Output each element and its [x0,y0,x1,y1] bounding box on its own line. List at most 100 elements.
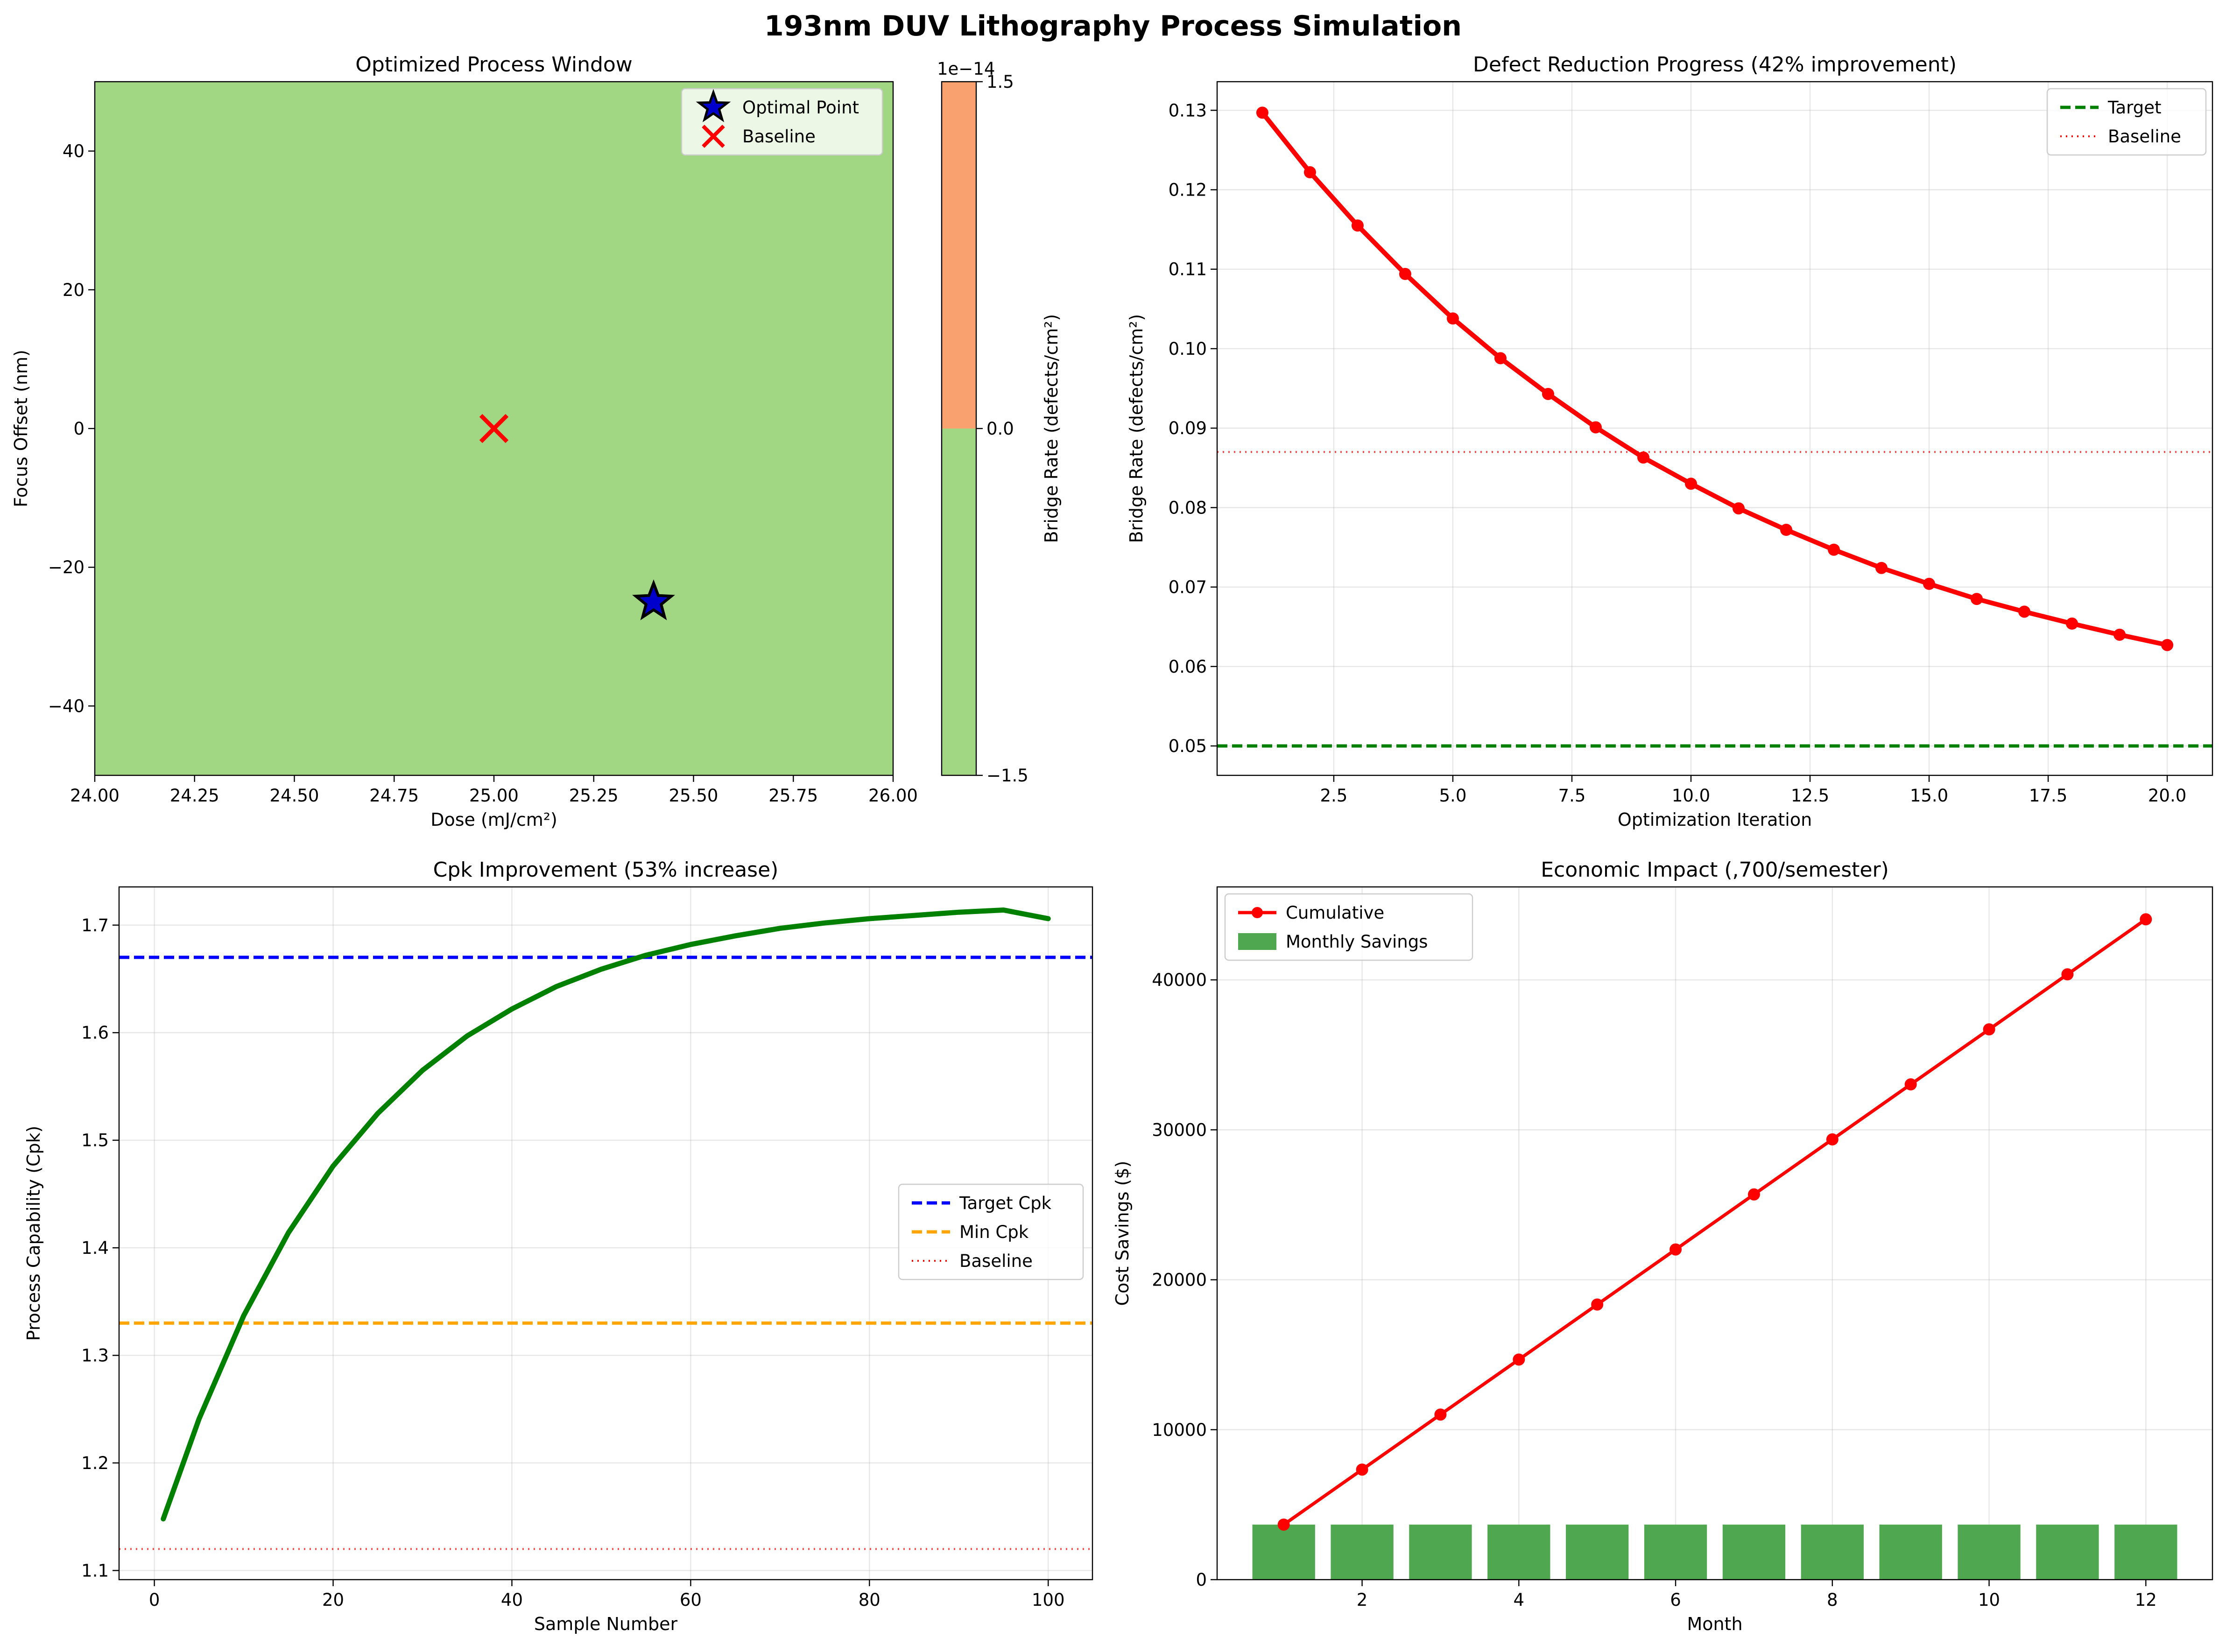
panel-defect-reduction: Defect Reduction Progress (42% improveme… [1126,53,2213,830]
monthly-savings-bar [1331,1525,1394,1580]
bridge-rate-point [1542,387,1554,400]
x-axis-label: Month [1687,1614,1742,1634]
x-tick-label: 12 [2135,1590,2157,1610]
y-tick-label: 1.5 [81,1131,109,1151]
legend-marker-icon [1252,907,1263,918]
x-tick-label: 100 [1032,1590,1065,1610]
colorbar-offset-text: 1e−14 [937,59,995,79]
x-tick-label: 4 [1514,1590,1525,1610]
optimal-point-marker [632,579,675,620]
y-tick-label: 0.06 [1169,657,1207,677]
monthly-savings-bar [2114,1525,2177,1580]
x-tick-label: 17.5 [2029,786,2067,806]
cumulative-point [1983,1023,1995,1036]
y-axis-label: Process Capability (Cpk) [23,1125,44,1341]
legend-label: Min Cpk [959,1222,1029,1242]
bridge-rate-point [2113,628,2126,641]
gridlines [1217,887,2212,1581]
y-tick-label: 10000 [1152,1420,1207,1440]
colorbar-upper-band [942,82,976,429]
legend-frame [681,88,883,156]
x-tick-label: 12.5 [1791,786,1829,806]
x-axis-label: Optimization Iteration [1618,809,1812,830]
x-tick-label: 2 [1357,1590,1368,1610]
x-tick-label: 40 [501,1590,523,1610]
bridge-rate-point [1494,352,1507,365]
x-axis-label: Sample Number [534,1614,678,1634]
x-tick-label: 26.00 [868,786,918,806]
y-tick-label: 1.1 [81,1561,109,1581]
x-tick-label: 25.00 [469,786,519,806]
legend-frame [898,1183,1084,1280]
legend-frame [2046,88,2207,156]
panel-title: Economic Impact (,700/semester) [1541,858,1889,882]
bridge-rate-point [1637,451,1649,464]
cpk-curve [161,907,1051,1522]
x-tick-label: 0 [149,1590,160,1610]
figure-title: 193nm DUV Lithography Process Simulation [764,10,1462,42]
y-tick-label: 0.09 [1169,418,1207,438]
cumulative-point [1747,1188,1760,1201]
colorbar-label: Bridge Rate (defects/cm²) [1041,314,1062,543]
monthly-savings-bar [1644,1525,1707,1580]
x-tick-label: 15.0 [1910,786,1948,806]
monthly-savings-bar [1958,1525,2021,1580]
y-tick-label: 0 [73,419,85,439]
y-tick-label: 0.08 [1169,498,1207,518]
panel-process-window: Optimized Process Window 24.00 24.25 24.50 2… [11,53,1062,830]
x-tick-label: 20 [322,1590,344,1610]
bridge-rate-point [1923,577,1936,590]
x-tick-label: 10.0 [1672,786,1710,806]
y-tick-label: 0.05 [1169,736,1207,756]
legend-label: Monthly Savings [1286,932,1428,952]
plot-frame [1216,81,2213,776]
bridge-rate-point [1875,562,1888,574]
cumulative-point [1434,1408,1447,1421]
x-tick-label: 25.25 [569,786,619,806]
x-tick-label: 7.5 [1558,786,1586,806]
monthly-savings-bar [2036,1525,2099,1580]
cumulative-point [1277,1518,1290,1531]
x-tick-label: 5.0 [1439,786,1467,806]
cumulative-line [1282,918,2147,1526]
cumulative-point [1826,1133,1839,1146]
colorbar-tick-label: 0.0 [986,419,1014,439]
plot-frame [94,81,894,776]
bridge-rate-point [1303,166,1316,179]
legend-frame [1224,893,1473,961]
cumulative-point [1670,1243,1682,1256]
x-tick-label: 2.5 [1320,786,1348,806]
bridge-rate-point [1684,478,1697,490]
legend-bar-icon [1238,933,1276,950]
cumulative-point [1356,1463,1368,1476]
cumulative-point [1904,1078,1917,1091]
y-tick-label: −40 [48,696,85,716]
bridge-rate-point [1733,502,1745,515]
bridge-rate-line [1260,111,2168,647]
colorbar-lower-band [942,429,976,775]
cumulative-point [2140,913,2152,926]
bridge-rate-point [2066,617,2078,630]
monthly-savings-bar [1487,1525,1550,1580]
y-tick-label: 0.10 [1169,339,1207,359]
x-tick-label: 24.25 [170,786,219,806]
cumulative-point [1513,1353,1525,1366]
bridge-rate-point [1780,524,1793,536]
x-axis-label: Dose (mJ/cm²) [430,809,557,830]
y-tick-label: 1.4 [81,1238,109,1258]
y-tick-label: 30000 [1152,1120,1207,1140]
cumulative-point [1591,1298,1604,1311]
legend-label: Target [2107,98,2161,118]
gridlines [119,887,1092,1580]
y-tick-label: 1.3 [81,1346,109,1366]
bridge-rate-point [1399,267,1411,280]
bridge-rate-point [1256,106,1268,119]
monthly-savings-bar [1409,1525,1472,1580]
y-axis-label: Bridge Rate (defects/cm²) [1126,314,1147,543]
bridge-rate-point [1351,219,1364,232]
bridge-rate-point [1828,543,1840,556]
gridlines [1217,82,2212,775]
bridge-rate-point [1446,312,1459,325]
monthly-savings-bar [1722,1525,1786,1580]
monthly-savings-bar [1801,1525,1864,1580]
